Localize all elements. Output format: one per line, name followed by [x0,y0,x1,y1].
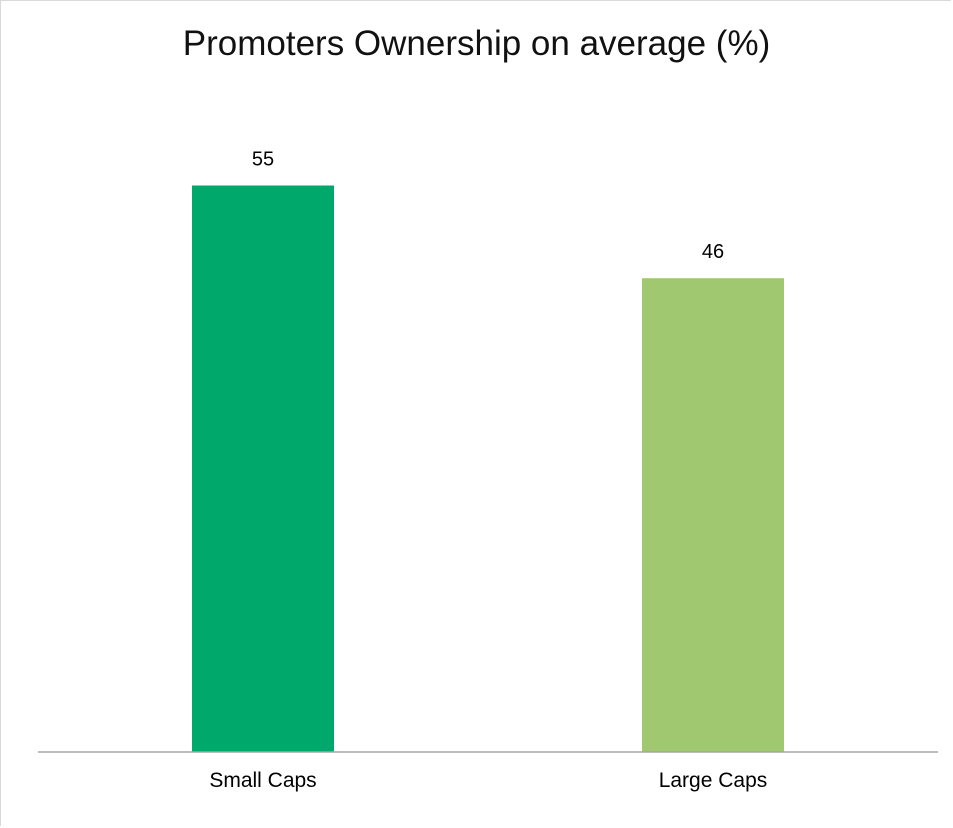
labels-layer: 55 Small Caps 46 Large Caps [209,149,767,793]
bar-small-caps [192,185,334,752]
x-tick-label-small-caps: Small Caps [209,769,316,792]
x-tick-label-large-caps: Large Caps [659,769,768,792]
data-label-small-caps: 55 [252,149,274,171]
chart-title: Promoters Ownership on average (%) [182,24,771,63]
bar-large-caps [642,278,784,752]
data-label-large-caps: 46 [702,241,724,263]
bars-layer [192,185,784,752]
